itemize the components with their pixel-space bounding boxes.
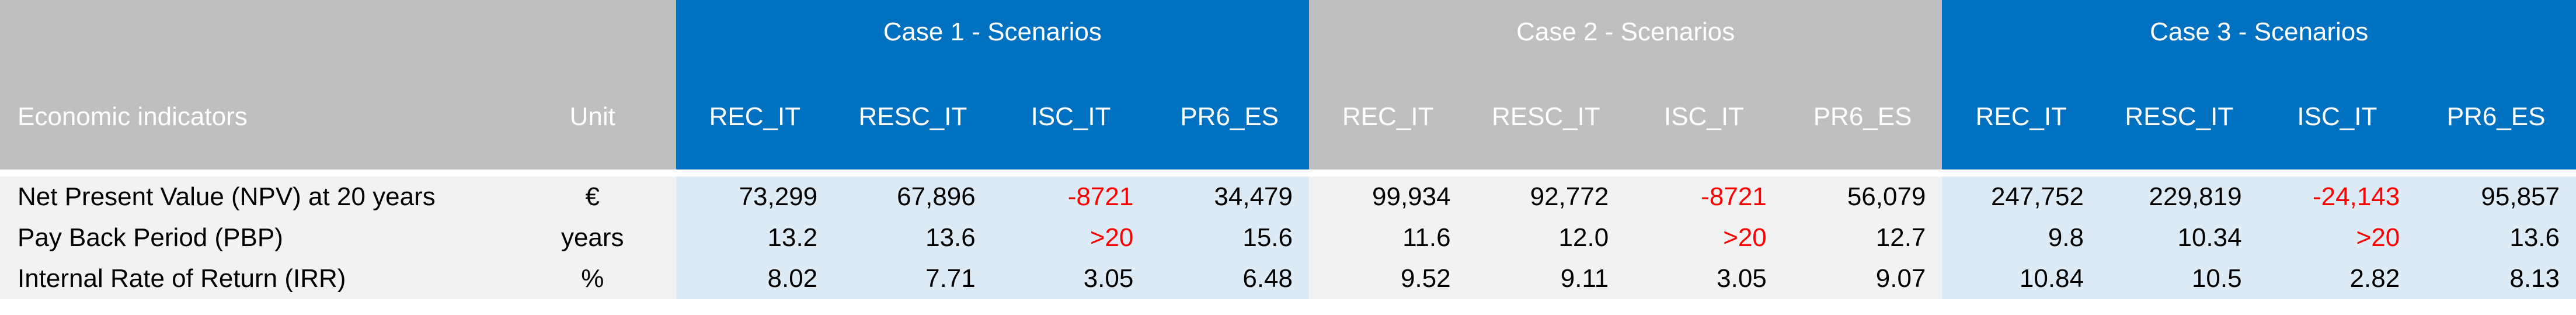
npv-case-3-rec-it: 247,752 — [1942, 176, 2100, 217]
unit-column-header: Unit — [509, 64, 676, 169]
case-1-title: Case 1 - Scenarios — [676, 0, 1309, 64]
case-3-scenario-rec-it: REC_IT — [1942, 64, 2100, 169]
npv-case-1-pr6-es: 34,479 — [1150, 176, 1309, 217]
table-row: Internal Rate of Return (IRR) % 8.02 7.7… — [0, 258, 2576, 299]
case-3-title: Case 3 - Scenarios — [1942, 0, 2576, 64]
irr-case-2-isc-it: 3.05 — [1625, 258, 1783, 299]
npv-case-1-isc-it: -8721 — [991, 176, 1150, 217]
case-3-scenario-pr6-es: PR6_ES — [2416, 64, 2576, 169]
irr-case-1-rec-it: 8.02 — [676, 258, 834, 299]
npv-case-3-resc-it: 229,819 — [2100, 176, 2258, 217]
case-2-scenario-resc-it: RESC_IT — [1467, 64, 1625, 169]
pbp-case-3-resc-it: 10.34 — [2100, 217, 2258, 258]
header-corner-unit — [509, 0, 676, 64]
pbp-case-2-rec-it: 11.6 — [1308, 217, 1467, 258]
bottom-gap — [0, 299, 2576, 315]
case-1-scenario-resc-it: RESC_IT — [834, 64, 992, 169]
npv-case-3-pr6-es: 95,857 — [2416, 176, 2576, 217]
case-2-scenario-isc-it: ISC_IT — [1625, 64, 1783, 169]
indicator-column-header: Economic indicators — [0, 64, 509, 169]
npv-case-3-isc-it: -24,143 — [2258, 176, 2417, 217]
row-unit-irr: % — [509, 258, 676, 299]
irr-case-1-isc-it: 3.05 — [991, 258, 1150, 299]
npv-case-2-resc-it: 92,772 — [1467, 176, 1625, 217]
header-separator — [0, 169, 2576, 176]
npv-case-1-rec-it: 73,299 — [676, 176, 834, 217]
npv-case-1-resc-it: 67,896 — [834, 176, 992, 217]
irr-case-1-resc-it: 7.71 — [834, 258, 992, 299]
header-row-scenarios: Economic indicators Unit REC_IT RESC_IT … — [0, 64, 2576, 169]
row-label-npv: Net Present Value (NPV) at 20 years — [0, 176, 509, 217]
pbp-case-3-rec-it: 9.8 — [1942, 217, 2100, 258]
case-1-scenario-isc-it: ISC_IT — [991, 64, 1150, 169]
irr-case-3-isc-it: 2.82 — [2258, 258, 2417, 299]
pbp-case-3-pr6-es: 13.6 — [2416, 217, 2576, 258]
pbp-case-3-isc-it: >20 — [2258, 217, 2417, 258]
header-corner — [0, 0, 509, 64]
pbp-case-1-rec-it: 13.2 — [676, 217, 834, 258]
separator-gap — [0, 169, 2576, 176]
row-label-irr: Internal Rate of Return (IRR) — [0, 258, 509, 299]
table-bottom-margin — [0, 299, 2576, 315]
irr-case-2-resc-it: 9.11 — [1467, 258, 1625, 299]
npv-case-2-isc-it: -8721 — [1625, 176, 1783, 217]
header-row-cases: Case 1 - Scenarios Case 2 - Scenarios Ca… — [0, 0, 2576, 64]
table-row: Pay Back Period (PBP) years 13.2 13.6 >2… — [0, 217, 2576, 258]
irr-case-2-rec-it: 9.52 — [1308, 258, 1467, 299]
case-3-scenario-resc-it: RESC_IT — [2100, 64, 2258, 169]
case-1-scenario-rec-it: REC_IT — [676, 64, 834, 169]
irr-case-1-pr6-es: 6.48 — [1150, 258, 1309, 299]
irr-case-3-pr6-es: 8.13 — [2416, 258, 2576, 299]
irr-case-2-pr6-es: 9.07 — [1783, 258, 1943, 299]
pbp-case-1-isc-it: >20 — [991, 217, 1150, 258]
row-unit-pbp: years — [509, 217, 676, 258]
row-label-pbp: Pay Back Period (PBP) — [0, 217, 509, 258]
table-row: Net Present Value (NPV) at 20 years € 73… — [0, 176, 2576, 217]
case-2-scenario-pr6-es: PR6_ES — [1783, 64, 1943, 169]
npv-case-2-pr6-es: 56,079 — [1783, 176, 1943, 217]
pbp-case-2-pr6-es: 12.7 — [1783, 217, 1943, 258]
npv-case-2-rec-it: 99,934 — [1308, 176, 1467, 217]
case-2-title: Case 2 - Scenarios — [1308, 0, 1943, 64]
pbp-case-2-resc-it: 12.0 — [1467, 217, 1625, 258]
case-3-scenario-isc-it: ISC_IT — [2258, 64, 2417, 169]
pbp-case-1-pr6-es: 15.6 — [1150, 217, 1309, 258]
pbp-case-2-isc-it: >20 — [1625, 217, 1783, 258]
irr-case-3-rec-it: 10.84 — [1942, 258, 2100, 299]
pbp-case-1-resc-it: 13.6 — [834, 217, 992, 258]
irr-case-3-resc-it: 10.5 — [2100, 258, 2258, 299]
case-2-scenario-rec-it: REC_IT — [1308, 64, 1467, 169]
row-unit-npv: € — [509, 176, 676, 217]
case-1-scenario-pr6-es: PR6_ES — [1150, 64, 1309, 169]
